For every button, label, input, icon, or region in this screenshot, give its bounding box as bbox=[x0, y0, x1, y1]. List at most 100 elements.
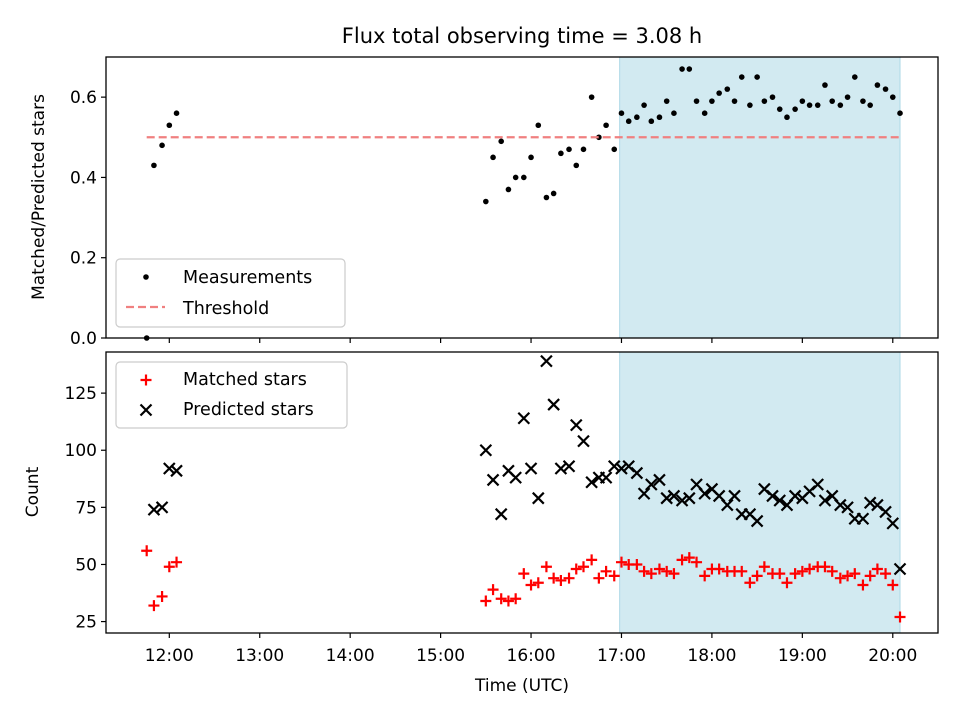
matched-star-marker bbox=[577, 561, 589, 573]
matched-star-marker bbox=[699, 570, 711, 582]
matched-star-marker bbox=[826, 565, 838, 577]
measurement-point bbox=[829, 98, 835, 104]
matched-star-marker bbox=[518, 568, 530, 580]
measurement-point bbox=[867, 102, 873, 108]
predicted-star-marker bbox=[163, 462, 176, 475]
matched-star-marker bbox=[804, 563, 816, 575]
measurement-point bbox=[874, 82, 881, 88]
matched-star-marker bbox=[758, 561, 770, 573]
measurement-point bbox=[521, 174, 527, 181]
predicted-star-marker bbox=[577, 434, 590, 448]
predicted-star-marker bbox=[540, 354, 553, 368]
measurement-point bbox=[724, 86, 731, 92]
matched-star-marker bbox=[645, 568, 657, 580]
matched-star-marker bbox=[540, 561, 552, 573]
matched-star-marker bbox=[510, 593, 522, 605]
measurement-point bbox=[837, 102, 844, 108]
predicted-star-marker bbox=[683, 491, 696, 505]
measurement-point bbox=[566, 146, 572, 153]
matched-star-marker bbox=[751, 570, 763, 582]
measurement-point bbox=[769, 94, 776, 100]
measurement-point bbox=[573, 162, 580, 169]
matched-star-marker bbox=[141, 545, 153, 557]
predicted-star-marker bbox=[585, 475, 598, 489]
measurement-point bbox=[799, 98, 806, 104]
measurement-point bbox=[543, 194, 550, 201]
measurement-point bbox=[490, 154, 496, 161]
predicted-star-marker bbox=[698, 487, 711, 500]
measurement-point bbox=[173, 110, 180, 116]
legend-measurements-label: Measurements bbox=[183, 268, 312, 288]
measurement-point bbox=[641, 102, 647, 108]
predicted-star-marker bbox=[517, 411, 531, 425]
bottom-y-tick-label: 25 bbox=[75, 613, 97, 633]
bottom-series-predicted-stars bbox=[147, 354, 907, 576]
predicted-star-marker bbox=[750, 514, 764, 528]
measurement-point bbox=[588, 94, 595, 100]
measurement-point bbox=[792, 106, 798, 112]
measurement-point bbox=[596, 134, 602, 141]
measurement-point bbox=[166, 122, 173, 129]
x-tick-label: 18:00 bbox=[687, 646, 736, 666]
matched-star-marker bbox=[495, 593, 507, 605]
matched-star-marker bbox=[638, 565, 650, 577]
measurement-point bbox=[498, 138, 505, 145]
bottom-panel-counts: 25 50 75 100 125 12:00 13:00 14:00 15:00 16:00 17:… bbox=[65, 351, 939, 666]
matched-star-marker bbox=[548, 572, 560, 584]
predicted-star-marker bbox=[532, 491, 545, 505]
matched-star-marker bbox=[676, 554, 688, 566]
measurement-point bbox=[611, 146, 618, 153]
top-y-tick-label: 0.6 bbox=[70, 88, 97, 108]
measurement-point bbox=[558, 150, 564, 157]
measurement-point bbox=[761, 98, 768, 104]
chart-title: Flux total observing time = 3.08 h bbox=[342, 24, 702, 48]
x-tick-label: 20:00 bbox=[868, 646, 917, 666]
predicted-star-marker bbox=[886, 517, 900, 530]
matched-star-marker bbox=[781, 577, 793, 589]
matched-star-marker bbox=[163, 561, 175, 573]
matched-star-marker bbox=[586, 554, 598, 566]
x-tick-label: 14:00 bbox=[326, 646, 375, 666]
predicted-star-marker bbox=[773, 494, 787, 507]
measurement-point bbox=[806, 102, 813, 108]
matched-star-marker bbox=[570, 563, 582, 575]
predicted-star-marker bbox=[863, 496, 877, 510]
matched-star-marker bbox=[555, 574, 567, 586]
matched-star-marker bbox=[880, 568, 892, 580]
measurement-point bbox=[784, 114, 790, 121]
matched-star-marker bbox=[593, 572, 605, 584]
x-tick-label: 15:00 bbox=[416, 646, 465, 666]
predicted-star-marker bbox=[494, 507, 508, 521]
predicted-star-marker bbox=[856, 512, 870, 526]
x-tick-label: 12:00 bbox=[145, 646, 194, 666]
bottom-y-axis-label: Count bbox=[23, 466, 43, 517]
measurement-point bbox=[889, 94, 896, 100]
measurement-point bbox=[671, 110, 677, 116]
measurement-point bbox=[151, 162, 157, 169]
predicted-star-marker bbox=[667, 489, 681, 503]
measurement-point bbox=[656, 114, 663, 121]
measurement-point bbox=[505, 186, 512, 193]
measurement-point bbox=[618, 110, 625, 116]
predicted-star-marker bbox=[841, 501, 854, 514]
measurement-point bbox=[747, 102, 753, 108]
matched-star-marker bbox=[819, 561, 831, 573]
matched-star-marker bbox=[600, 565, 612, 577]
measurement-point bbox=[731, 98, 738, 104]
measurement-point bbox=[512, 174, 519, 181]
matched-star-marker bbox=[532, 577, 544, 589]
matched-star-marker bbox=[487, 584, 499, 596]
matched-star-marker bbox=[683, 552, 695, 564]
predicted-star-marker bbox=[630, 466, 644, 480]
measurement-point bbox=[686, 66, 693, 72]
measurement-point bbox=[693, 98, 700, 104]
predicted-star-marker bbox=[818, 494, 832, 507]
predicted-star-marker bbox=[788, 489, 802, 503]
matched-star-marker bbox=[480, 595, 492, 607]
predicted-star-marker bbox=[637, 487, 651, 500]
measurement-point bbox=[528, 154, 534, 161]
matched-star-marker bbox=[894, 611, 906, 623]
predicted-star-marker bbox=[766, 489, 779, 503]
matched-star-marker bbox=[148, 600, 160, 612]
